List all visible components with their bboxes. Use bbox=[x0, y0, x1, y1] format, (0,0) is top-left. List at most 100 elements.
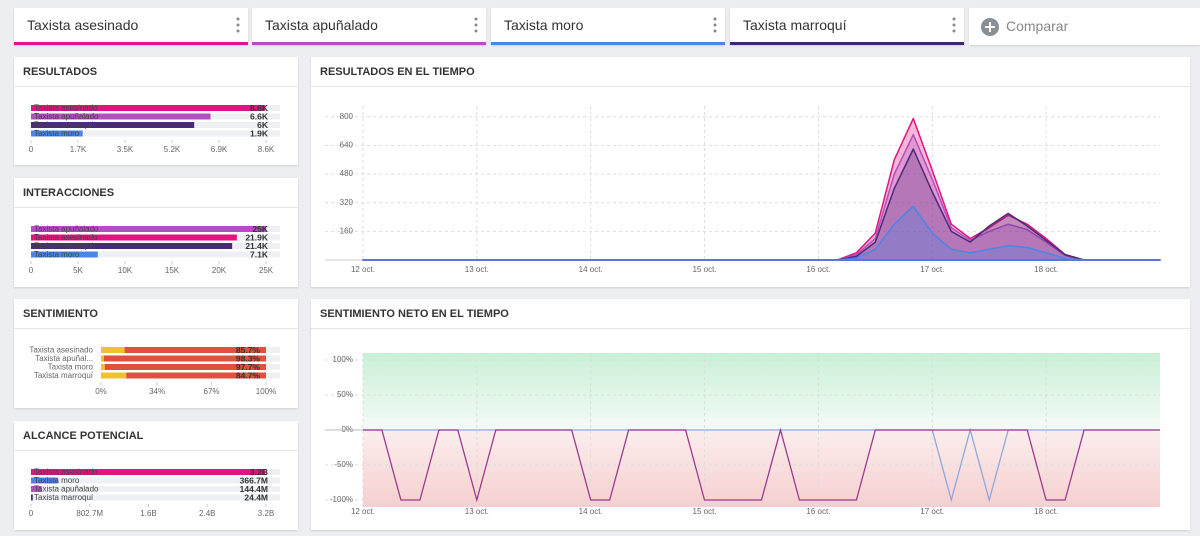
search-tab[interactable]: Taxista moro bbox=[491, 8, 725, 45]
bar bbox=[31, 494, 33, 501]
menu-dot bbox=[713, 23, 717, 27]
x-tick-label: 16 oct. bbox=[806, 265, 830, 274]
tab-label: Taxista moro bbox=[504, 17, 584, 33]
data-label: 21.4K bbox=[245, 241, 269, 251]
x-tick-label: 20K bbox=[212, 266, 227, 275]
bar-track bbox=[31, 251, 280, 258]
panel-title: RESULTADOS bbox=[14, 57, 298, 87]
y-tick-label: 50% bbox=[337, 390, 353, 399]
x-tick-label: 2.4B bbox=[199, 509, 215, 518]
x-tick-label: 18 oct. bbox=[1034, 265, 1058, 274]
panel: RESULTADOS EN EL TIEMPO 160 320 480 640 800 12… bbox=[311, 57, 1190, 287]
search-tab[interactable]: Taxista apuñalado bbox=[252, 8, 486, 45]
panel: SENTIMIENTO NETO EN EL TIEMPO 100% 50% 0% -5… bbox=[311, 299, 1190, 530]
menu-dot bbox=[236, 17, 240, 21]
x-tick-label: 5.2K bbox=[164, 145, 181, 154]
chart: 0% 34% 67% 100% 85.7%98.3%97.7%84.7% Taxista … bbox=[29, 345, 280, 396]
data-label: 366.7M bbox=[240, 475, 268, 485]
bar-segment bbox=[104, 364, 266, 370]
data-label: 98.3% bbox=[236, 353, 261, 363]
add-icon bbox=[981, 18, 999, 36]
x-tick-label: 13 oct. bbox=[465, 507, 489, 516]
panel-title: INTERACCIONES bbox=[14, 178, 298, 208]
menu-icon bbox=[236, 17, 240, 33]
x-tick-label: 67% bbox=[204, 387, 220, 396]
y-tick-label: -50% bbox=[334, 460, 353, 469]
panel-title: SENTIMIENTO NETO EN EL TIEMPO bbox=[311, 299, 1190, 329]
x-tick-label: 100% bbox=[256, 387, 276, 396]
x-tick-label: 34% bbox=[149, 387, 165, 396]
menu-dot bbox=[474, 29, 478, 33]
y-tick-label: Taxista moro bbox=[48, 363, 94, 372]
x-tick-label: 8.6K bbox=[258, 145, 275, 154]
negative-band bbox=[362, 430, 1160, 507]
menu-dot bbox=[713, 29, 717, 33]
data-label: 85.7% bbox=[236, 345, 261, 355]
menu-dot bbox=[952, 23, 956, 27]
y-tick-label: 320 bbox=[340, 198, 354, 207]
data-label: 24.4M bbox=[244, 492, 268, 502]
bar-category-label: Taxista marroquí bbox=[34, 121, 94, 130]
data-label: 6K bbox=[257, 120, 269, 130]
bar-segment bbox=[124, 347, 266, 353]
x-tick-label: 3.5K bbox=[117, 145, 134, 154]
chart: 160 320 480 640 800 12 oct. 13 oct. 14 oct. 15 o… bbox=[325, 106, 1161, 274]
bar-category-label: Taxista asesinado bbox=[34, 233, 98, 242]
x-tick-label: 10K bbox=[118, 266, 133, 275]
bar-segment bbox=[101, 347, 125, 353]
menu-dot bbox=[236, 23, 240, 27]
bar-segment bbox=[101, 364, 105, 370]
bar-category-label: Taxista apuñalado bbox=[34, 485, 99, 494]
x-tick-label: 6.9K bbox=[211, 145, 228, 154]
panel: RESULTADOS 0 1.7K 3.5K 5.2K 6.9K 8.6K Taxista a… bbox=[14, 57, 298, 165]
menu-icon bbox=[474, 17, 478, 33]
area bbox=[362, 148, 1161, 261]
menu-dot bbox=[474, 17, 478, 21]
bar bbox=[31, 251, 98, 258]
area bbox=[362, 205, 1161, 261]
bar-track bbox=[31, 486, 280, 492]
x-tick-label: 3.2B bbox=[258, 509, 274, 518]
x-tick-label: 17 oct. bbox=[920, 507, 944, 516]
search-tab[interactable]: Taxista marroquí bbox=[730, 8, 964, 45]
x-tick-label: 18 oct. bbox=[1034, 507, 1058, 516]
panel-title: SENTIMIENTO bbox=[14, 299, 298, 329]
compare-button[interactable]: Comparar bbox=[969, 8, 1200, 45]
bar bbox=[31, 469, 266, 475]
x-tick-label: 1.6B bbox=[140, 509, 156, 518]
data-label: 84.7% bbox=[236, 370, 261, 380]
y-tick-label: Taxista apuñal... bbox=[35, 354, 93, 363]
tab-label: Taxista apuñalado bbox=[265, 17, 378, 33]
data-label: 7.1K bbox=[250, 249, 269, 259]
search-tab[interactable]: Taxista asesinado bbox=[14, 8, 248, 45]
y-tick-label: 100% bbox=[333, 355, 353, 364]
chart: 0 5K 10K 15K 20K 25K Taxista apuñalado 25K Taxis… bbox=[29, 224, 280, 275]
data-label: 3.2B bbox=[250, 467, 268, 477]
tab-label: Taxista marroquí bbox=[743, 17, 847, 33]
y-tick-label: Taxista marroquí bbox=[34, 371, 94, 380]
y-tick-label: 160 bbox=[340, 226, 354, 235]
bar bbox=[31, 122, 195, 128]
chart: 0 802.7M 1.6B 2.4B 3.2B Taxista asesinado 3.2B… bbox=[29, 467, 280, 518]
y-tick-label: 640 bbox=[340, 141, 354, 150]
bar-segment bbox=[101, 372, 127, 379]
data-label: 1.9K bbox=[250, 128, 269, 138]
menu-dot bbox=[952, 29, 956, 33]
bar bbox=[31, 234, 237, 241]
panel: ALCANCE POTENCIAL 0 802.7M 1.6B 2.4B 3.2B Taxi… bbox=[14, 421, 298, 530]
line bbox=[363, 427, 1160, 503]
x-tick-label: 0 bbox=[29, 509, 34, 518]
bar-segment bbox=[101, 355, 104, 362]
menu-dot bbox=[713, 17, 717, 21]
x-tick-label: 0 bbox=[29, 145, 34, 154]
bar-category-label: Taxista marroquí bbox=[34, 493, 94, 502]
x-tick-label: 15 oct. bbox=[693, 507, 717, 516]
y-tick-label: 800 bbox=[340, 112, 354, 121]
data-label: 25K bbox=[252, 224, 268, 234]
x-tick-label: 15K bbox=[165, 266, 180, 275]
bar-category-label: Taxista asesinado bbox=[34, 468, 98, 477]
bar bbox=[31, 130, 83, 137]
data-label: 8.6K bbox=[250, 103, 269, 113]
bar-track bbox=[31, 494, 280, 501]
bar bbox=[31, 226, 266, 232]
